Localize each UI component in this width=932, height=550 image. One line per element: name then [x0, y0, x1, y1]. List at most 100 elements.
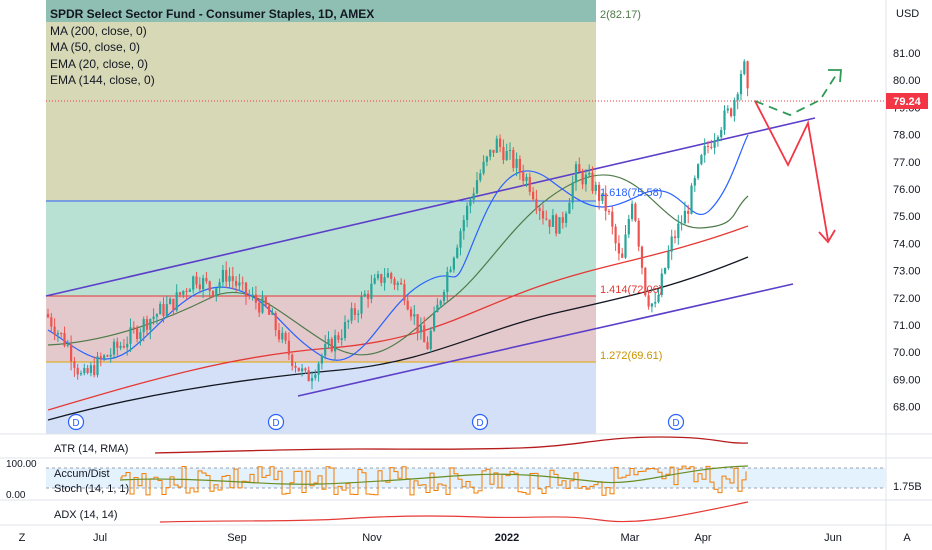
candle-body: [551, 215, 554, 227]
price-tick-label: 72.00: [893, 293, 921, 305]
candle-body: [419, 325, 422, 333]
candle-body: [96, 356, 99, 376]
candle-body: [251, 294, 254, 296]
svg-text:D: D: [672, 418, 679, 429]
candle-body: [70, 344, 73, 362]
candle-body: [353, 308, 356, 315]
candle-body: [228, 276, 231, 282]
candle-body: [594, 184, 597, 192]
candle-body: [396, 282, 399, 285]
candle-body: [588, 172, 591, 175]
candle-body: [574, 164, 578, 183]
candle-body: [657, 294, 660, 303]
candle-body: [261, 297, 264, 313]
candle-body: [578, 164, 581, 172]
dividend-marker[interactable]: D: [667, 413, 685, 431]
channel-upper-line: [45, 117, 816, 297]
candle-body: [416, 314, 419, 333]
candles-group: [46, 59, 749, 390]
candle-body: [50, 317, 53, 327]
candle-body: [644, 267, 647, 296]
candle-body: [370, 283, 373, 299]
candle-body: [314, 374, 317, 378]
ema20-line: [47, 134, 749, 361]
candle-body: [304, 368, 307, 371]
candle-body: [677, 223, 680, 238]
price-tick-label: 68.00: [893, 402, 921, 414]
candle-body: [248, 295, 251, 297]
chart-title: SPDR Select Sector Fund - Consumer Stapl…: [50, 7, 375, 21]
legend: SPDR Select Sector Fund - Consumer Stapl…: [50, 6, 374, 89]
candle-body: [99, 356, 102, 359]
candle-body: [693, 178, 696, 186]
ema144-line: [47, 225, 749, 411]
dividend-marker[interactable]: D: [67, 413, 85, 431]
fib-zone-1414: [46, 296, 596, 362]
dividend-marker[interactable]: D: [471, 413, 489, 431]
candle-body: [459, 231, 462, 248]
candle-body: [525, 176, 528, 181]
fib-label-1272: 1.272(69.61): [600, 350, 662, 362]
candle-body: [86, 368, 89, 373]
candle-body: [571, 182, 574, 203]
candle-body: [541, 210, 545, 219]
candle-body: [690, 185, 693, 214]
candle-body: [472, 193, 475, 200]
time-tick-label: Jun: [824, 532, 842, 544]
atr-line: [154, 436, 749, 454]
candle-body: [660, 273, 663, 295]
candle-body: [380, 274, 383, 283]
fib-label-2: 2(82.17): [600, 9, 641, 21]
candle-body: [149, 319, 152, 330]
candle-body: [591, 172, 594, 192]
candle-body: [103, 355, 106, 359]
candle-body: [730, 108, 733, 117]
candle-body: [376, 274, 380, 279]
candle-body: [360, 296, 363, 314]
candle-body: [169, 298, 172, 305]
candle-body: [162, 303, 165, 316]
fib-label-1618: 1.618(75.58): [600, 187, 662, 199]
fib-label-1414: 1.414(72.06): [600, 284, 662, 296]
svg-text:D: D: [272, 418, 279, 429]
candle-body: [284, 332, 287, 341]
candle-body: [456, 247, 459, 258]
candle-body: [515, 159, 518, 168]
candle-body: [112, 341, 116, 355]
candle-body: [324, 344, 327, 356]
candle-body: [347, 320, 350, 323]
last-price-tag: 79.24: [886, 93, 928, 109]
candle-body: [53, 326, 56, 335]
price-tick-label: 73.00: [893, 266, 921, 278]
candle-body: [736, 94, 739, 101]
indicator-label: EMA (144, close, 0): [50, 73, 155, 87]
candle-body: [512, 149, 515, 168]
price-tick-label: 71.00: [893, 320, 921, 332]
candle-body: [301, 368, 304, 372]
candle-body: [601, 193, 604, 201]
accum-dist-line: [119, 465, 749, 485]
candle-body: [63, 333, 66, 346]
candle-body: [683, 210, 686, 224]
candle-body: [109, 354, 112, 357]
candle-body: [225, 269, 228, 282]
candle-body: [340, 338, 343, 340]
price-tick-label: 75.00: [893, 211, 921, 223]
candle-body: [723, 110, 726, 130]
candle-body: [83, 368, 86, 374]
time-axis: Jul Sep Nov 2022 Mar Apr Jun: [93, 532, 842, 544]
candle-body: [116, 341, 119, 348]
dividend-marker[interactable]: D: [267, 413, 285, 431]
price-tick-label: 81.00: [893, 48, 921, 60]
candle-body: [403, 284, 406, 301]
price-tick-label: 77.00: [893, 157, 921, 169]
candle-body: [670, 236, 673, 252]
candle-body: [479, 173, 482, 181]
accum-label: Accum/Dist: [54, 468, 110, 480]
time-tick-label: 2022: [495, 532, 519, 544]
candle-body: [205, 278, 208, 282]
timezone-button[interactable]: Z: [19, 532, 26, 544]
auto-scale-button[interactable]: A: [903, 532, 911, 544]
candle-body: [264, 297, 267, 306]
